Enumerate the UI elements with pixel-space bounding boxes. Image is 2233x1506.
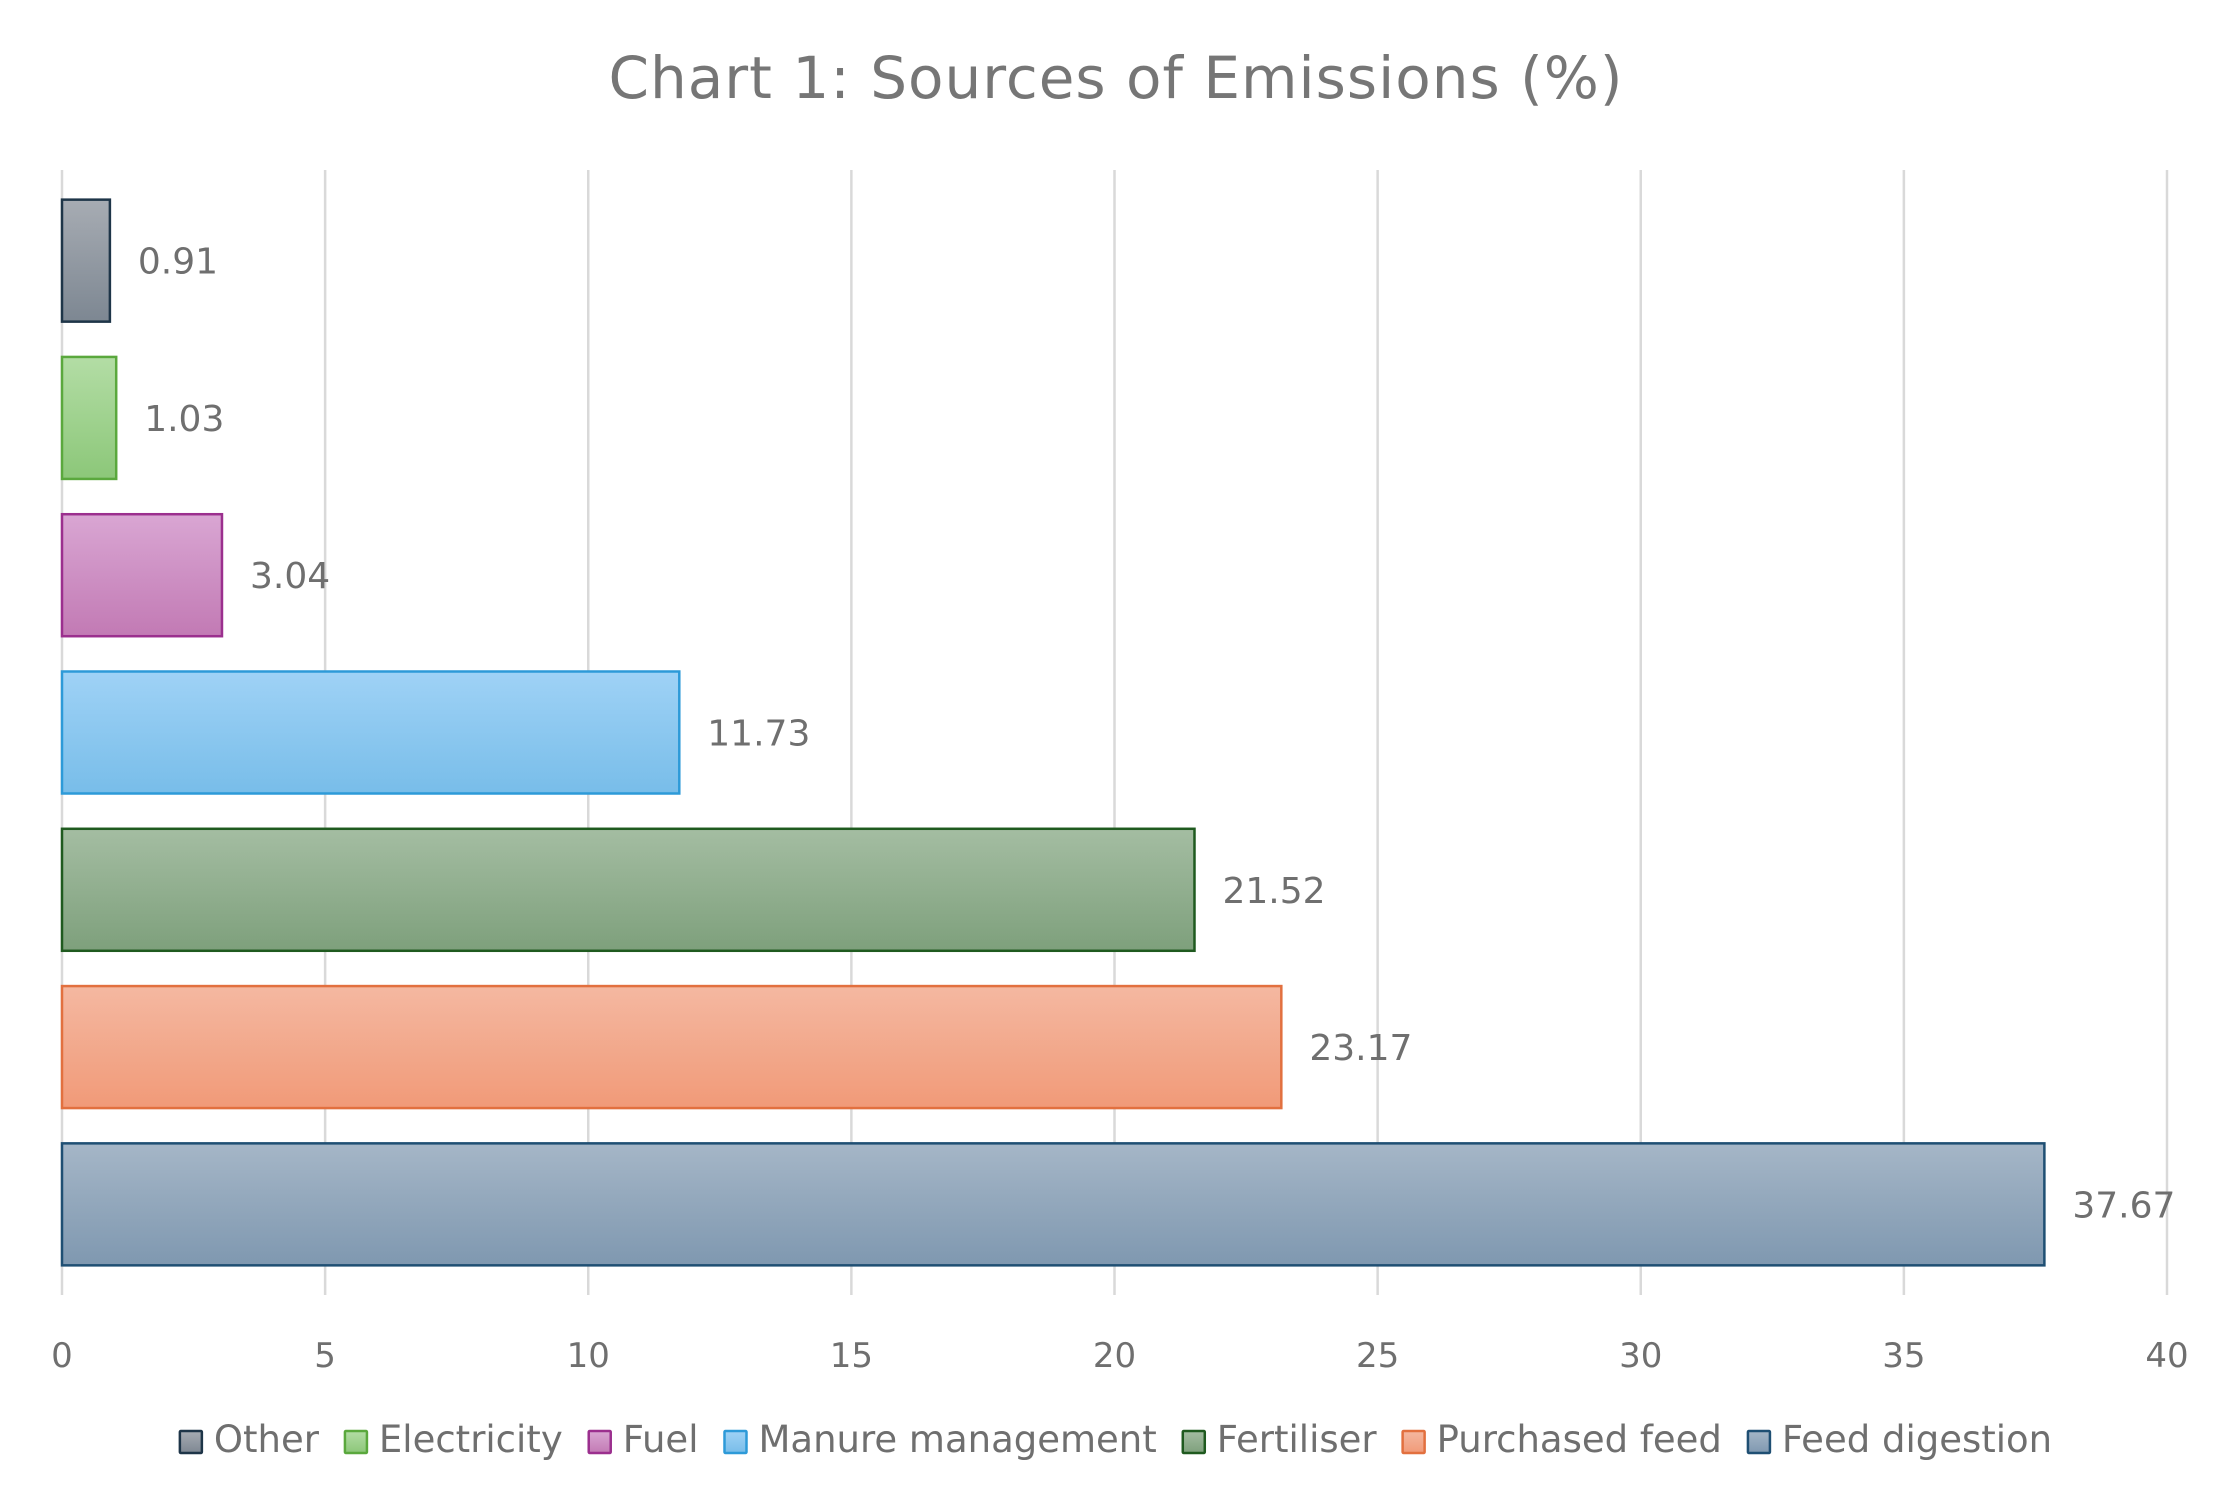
data-label: 37.67 [2072,1185,2175,1226]
data-label: 23.17 [1309,1028,1412,1069]
legend-label: Fuel [623,1418,699,1461]
legend-swatch [1401,1429,1426,1455]
bars [60,198,2046,1267]
legend-item-fertiliser[interactable]: Fertiliser [1181,1418,1378,1461]
x-tick-label: 40 [2145,1336,2188,1376]
legend-label: Purchased feed [1437,1418,1722,1461]
data-label: 21.52 [1222,871,1325,912]
bar-purchased-feed [60,984,1283,1110]
legend-item-other[interactable]: Other [178,1418,320,1461]
legend-swatch [343,1429,369,1455]
legend-item-fuel[interactable]: Fuel [587,1418,699,1461]
legend-swatch [723,1429,748,1455]
gridlines [60,170,2169,1295]
legend-swatch [178,1429,204,1455]
legend-label: Electricity [379,1418,563,1461]
chart-title: Chart 1: Sources of Emissions (%) [609,44,1624,112]
bar-manure-management [60,670,681,795]
x-tick-label: 25 [1356,1336,1399,1376]
legend-item-electricity[interactable]: Electricity [343,1418,563,1461]
bar-other [60,198,112,323]
data-label: 0.91 [138,242,218,283]
legend[interactable]: Other Electricity Fuel Manure management Fer… [178,1418,2052,1461]
bar-fuel [60,512,224,638]
legend-swatch [1746,1429,1772,1455]
legend-swatch [1181,1429,1207,1455]
data-labels: 0.91 1.03 3.04 11.73 21.52 23.17 37.67 [138,242,2176,1227]
x-tick-label: 5 [314,1336,336,1376]
x-tick-label: 0 [51,1336,73,1376]
x-axis-ticks: 0 5 10 15 20 25 30 35 40 [51,1336,2188,1376]
legend-swatch [587,1429,612,1455]
x-tick-label: 10 [567,1336,610,1376]
x-tick-label: 15 [830,1336,873,1376]
legend-label: Fertiliser [1217,1418,1378,1461]
bar-fertiliser [60,827,1196,953]
data-label: 3.04 [250,556,330,597]
legend-item-feed-digestion[interactable]: Feed digestion [1746,1418,2052,1461]
data-label: 11.73 [707,714,810,755]
bar-feed-digestion [60,1142,2046,1267]
x-tick-label: 30 [1619,1336,1662,1376]
legend-label: Feed digestion [1782,1418,2052,1461]
legend-item-manure-management[interactable]: Manure management [723,1418,1157,1461]
data-label: 1.03 [144,399,224,440]
x-tick-label: 20 [1093,1336,1136,1376]
legend-label: Other [214,1418,320,1461]
legend-label: Manure management [758,1418,1156,1461]
bar-electricity [60,355,118,481]
x-tick-label: 35 [1882,1336,1925,1376]
legend-item-purchased-feed[interactable]: Purchased feed [1401,1418,1722,1461]
